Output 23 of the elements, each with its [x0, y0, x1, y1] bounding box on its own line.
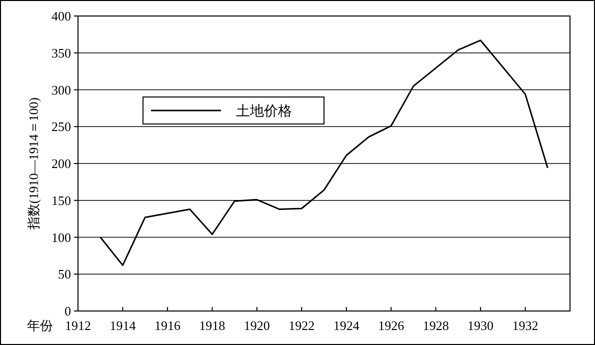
x-tick-label: 1912	[65, 318, 91, 333]
y-tick-label: 400	[52, 8, 71, 24]
x-tick-label: 1930	[468, 318, 494, 333]
legend-label: 土地价格	[236, 103, 292, 120]
y-tick-label: 350	[52, 45, 71, 60]
x-tick-label: 1918	[199, 318, 226, 333]
y-tick-label: 100	[52, 230, 71, 245]
y-tick-label: 300	[52, 82, 71, 98]
x-tick-label: 1928	[422, 318, 449, 333]
x-tick-label: 1932	[512, 318, 538, 333]
x-tick-label: 1926	[378, 318, 405, 333]
x-tick-label: 1924	[333, 318, 360, 333]
x-tick-label: 1920	[244, 318, 270, 333]
y-axis-title: 指数(1910—1914＝100)	[26, 97, 41, 231]
y-tick-label: 50	[58, 266, 71, 282]
y-tick-label: 250	[52, 119, 71, 134]
x-tick-label: 1922	[288, 318, 315, 333]
x-tick-label: 1916	[154, 318, 181, 333]
x-axis-title: 年份	[27, 318, 53, 333]
y-tick-label: 200	[52, 156, 71, 172]
x-tick-label: 1914	[110, 318, 136, 333]
y-tick-label: 150	[52, 192, 71, 208]
y-tick-label: 0	[64, 304, 71, 319]
